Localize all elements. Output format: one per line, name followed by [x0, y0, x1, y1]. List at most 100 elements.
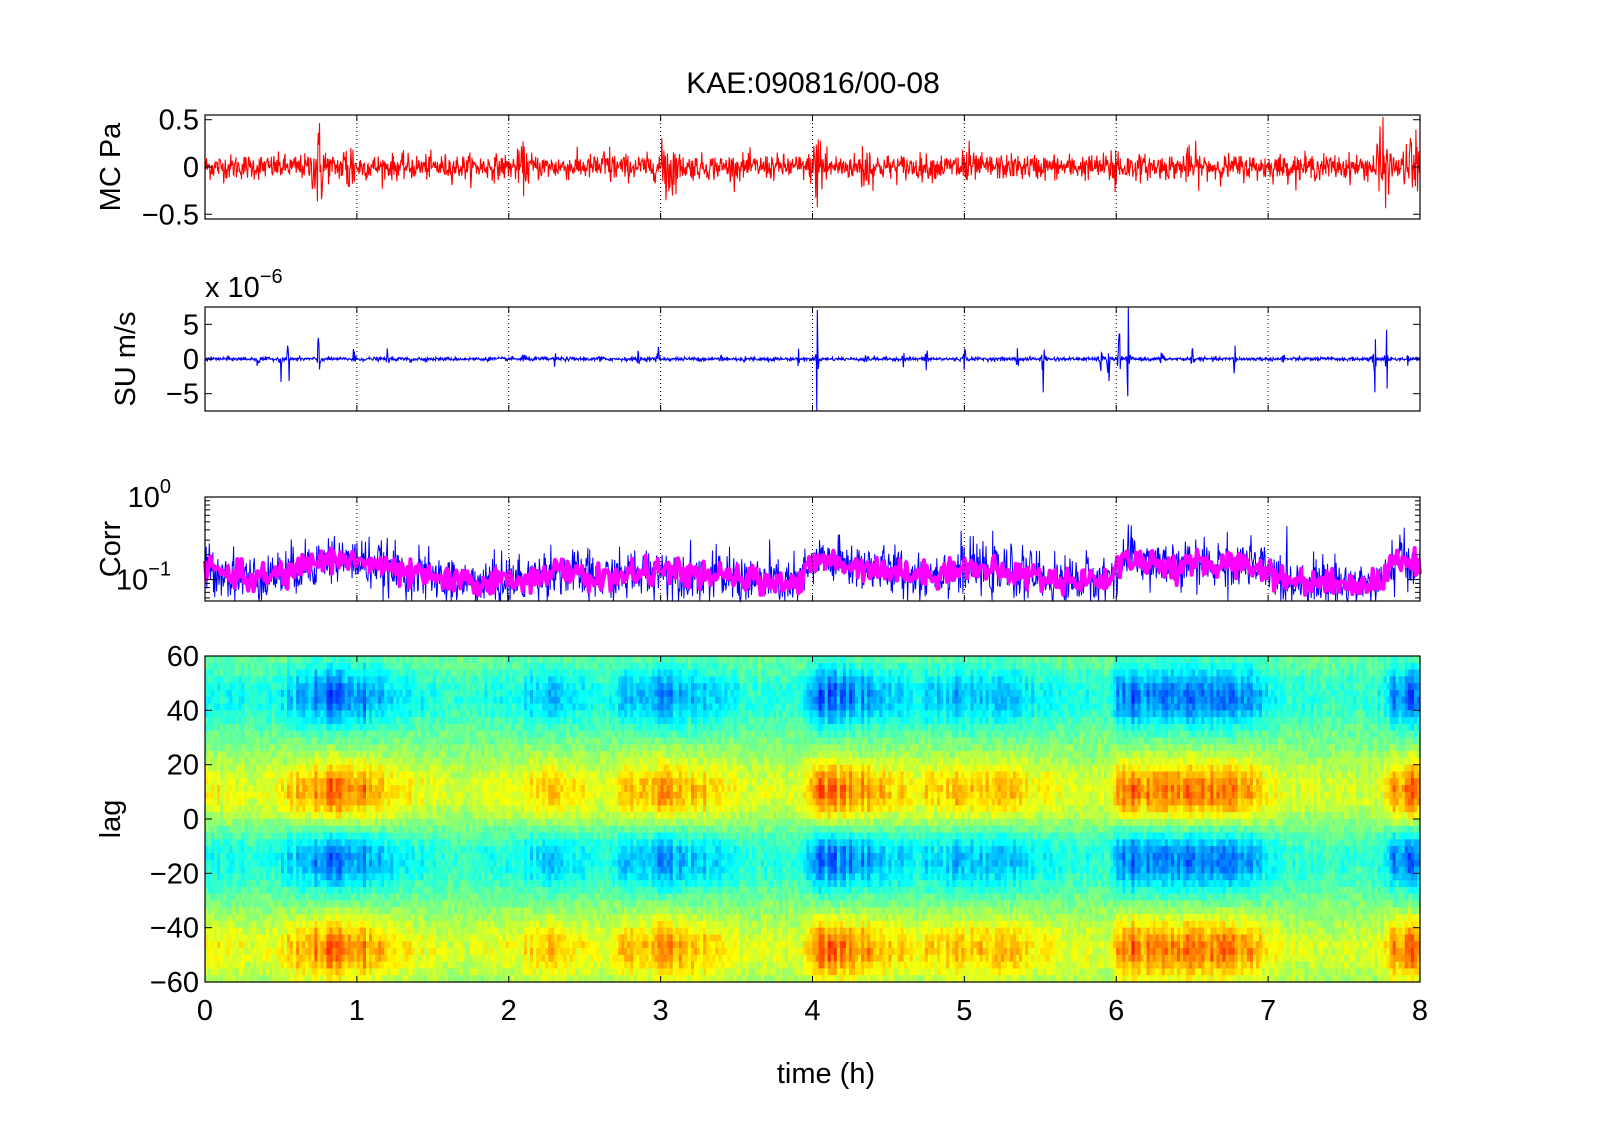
- heatmap-cell: [338, 730, 343, 739]
- heatmap-cell: [277, 656, 282, 664]
- heatmap-cell: [208, 839, 212, 847]
- heatmap-cell: [280, 839, 285, 847]
- heatmap-cell: [296, 819, 300, 827]
- heatmap-cell: [268, 785, 273, 793]
- heatmap-cell: [208, 866, 212, 874]
- heatmap-cell: [320, 961, 325, 970]
- heatmap-cell: [223, 812, 227, 820]
- heatmap-cell: [226, 941, 230, 949]
- heatmap-cell: [299, 737, 303, 745]
- heatmap-cell: [299, 934, 303, 942]
- heatmap-cell: [280, 954, 285, 963]
- heatmap-cell: [262, 683, 267, 691]
- heatmap-cell: [229, 791, 233, 800]
- heatmap-cell: [335, 873, 340, 881]
- heatmap-cell: [283, 900, 288, 908]
- heatmap-cell: [244, 941, 249, 949]
- heatmap-cell: [244, 812, 249, 820]
- heatmap-cell: [323, 825, 328, 834]
- heatmap-cell: [247, 934, 252, 942]
- heatmap-cell: [223, 737, 227, 745]
- heatmap-cell: [290, 669, 294, 677]
- heatmap-cell: [265, 880, 270, 888]
- heatmap-cell: [265, 968, 270, 976]
- heatmap-cell: [283, 676, 288, 684]
- heatmap-cell: [253, 819, 258, 827]
- heatmap-cell: [277, 771, 282, 779]
- heatmap-cell: [323, 941, 328, 949]
- heatmap-cell: [217, 832, 221, 840]
- heatmap-cell: [290, 839, 294, 847]
- heatmap-cell: [314, 703, 318, 711]
- heatmap-cell: [311, 961, 315, 970]
- heatmap-cell: [238, 751, 243, 759]
- heatmap-cell: [277, 812, 282, 820]
- heatmap-cell: [205, 744, 209, 752]
- heatmap-cell: [314, 819, 318, 827]
- heatmap-cell: [211, 886, 215, 895]
- heatmap-cell: [217, 819, 221, 827]
- heatmap-cell: [232, 744, 236, 752]
- heatmap-cell: [344, 683, 349, 691]
- heatmap-cell: [290, 886, 294, 895]
- heatmap-cell: [271, 886, 276, 895]
- heatmap-cell: [211, 846, 215, 854]
- heatmap-cell: [268, 778, 273, 786]
- heatmap-cell: [277, 737, 282, 745]
- heatmap-cell: [277, 785, 282, 793]
- heatmap-cell: [256, 723, 261, 732]
- heatmap-cell: [287, 676, 291, 684]
- heatmap-cell: [223, 676, 227, 684]
- heatmap-cell: [256, 859, 261, 868]
- heatmap-cell: [302, 656, 306, 664]
- heatmap-cell: [341, 914, 346, 922]
- heatmap-cell: [347, 975, 352, 983]
- heatmap-cell: [332, 886, 337, 895]
- heatmap-cell: [344, 859, 349, 868]
- heatmap-cell: [220, 880, 224, 888]
- heatmap-cell: [299, 676, 303, 684]
- heatmap-cell: [256, 662, 261, 671]
- heatmap-cell: [290, 791, 294, 800]
- heatmap-cell: [262, 778, 267, 786]
- heatmap-cell: [320, 751, 325, 759]
- heatmap-cell: [296, 730, 300, 739]
- heatmap-cell: [305, 920, 309, 929]
- heatmap-cell: [308, 778, 312, 786]
- heatmap-cell: [290, 948, 294, 956]
- heatmap-cell: [217, 764, 221, 773]
- heatmap-cell: [259, 751, 264, 759]
- heatmap-cell: [250, 751, 255, 759]
- heatmap-cell: [305, 737, 309, 745]
- heatmap-cell: [262, 961, 267, 970]
- heatmap-cell: [214, 771, 218, 779]
- heatmap-cell: [265, 805, 270, 813]
- heatmap-cell: [317, 846, 322, 854]
- heatmap-cell: [338, 689, 343, 698]
- heatmap-cell: [259, 846, 264, 854]
- heatmap-cell: [256, 689, 261, 698]
- heatmap-cell: [211, 920, 215, 929]
- heatmap-cell: [283, 846, 288, 854]
- heatmap-cell: [274, 744, 279, 752]
- heatmap-cell: [238, 886, 243, 895]
- heatmap-cell: [344, 852, 349, 861]
- heatmap-cell: [232, 703, 236, 711]
- heatmap-cell: [205, 975, 209, 983]
- heatmap-cell: [314, 812, 318, 820]
- heatmap-cell: [259, 900, 264, 908]
- heatmap-cell: [256, 934, 261, 942]
- heatmap-cell: [332, 791, 337, 800]
- heatmap-cell: [314, 805, 318, 813]
- heatmap-cell: [253, 751, 258, 759]
- heatmap-cell: [253, 791, 258, 800]
- heatmap-cell: [302, 900, 306, 908]
- heatmap-cell: [311, 703, 315, 711]
- heatmap-cell: [226, 873, 230, 881]
- heatmap-cell: [262, 941, 267, 949]
- heatmap-cell: [256, 886, 261, 895]
- heatmap-cell: [211, 961, 215, 970]
- heatmap-cell: [271, 920, 276, 929]
- heatmap-cell: [283, 825, 288, 834]
- velocity-exponent-label: x 10−6: [205, 266, 283, 304]
